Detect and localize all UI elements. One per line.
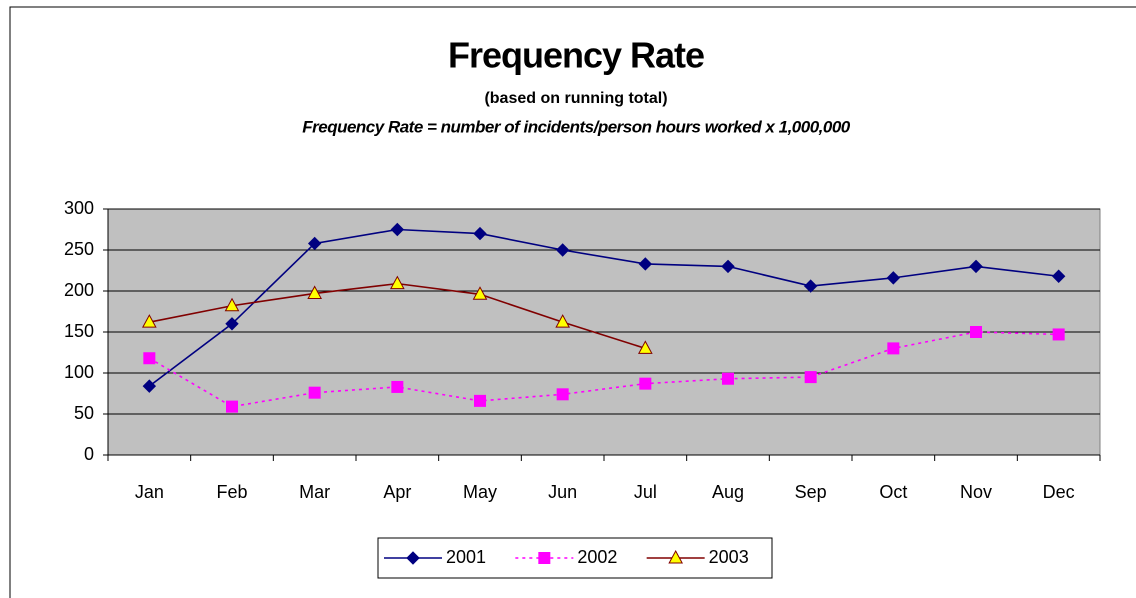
legend-marker bbox=[406, 551, 420, 565]
x-tick-label: Sep bbox=[795, 482, 827, 502]
data-point bbox=[142, 379, 157, 393]
data-point bbox=[1051, 269, 1066, 283]
data-point bbox=[307, 285, 323, 299]
legend-label: 2003 bbox=[709, 547, 749, 567]
data-point bbox=[472, 286, 488, 300]
data-point bbox=[970, 326, 982, 338]
data-point bbox=[474, 394, 486, 407]
annotation: Frequency Rate = number of incidents/per… bbox=[302, 117, 851, 136]
data-point bbox=[224, 297, 240, 312]
data-point bbox=[637, 340, 653, 354]
x-tick-label: May bbox=[463, 482, 497, 502]
data-point bbox=[887, 342, 900, 355]
y-tick-label: 150 bbox=[64, 321, 94, 341]
data-point bbox=[143, 352, 156, 365]
y-tick-label: 250 bbox=[64, 239, 94, 259]
x-tick-label: Apr bbox=[383, 482, 411, 502]
data-point bbox=[804, 371, 817, 384]
data-point bbox=[307, 236, 322, 251]
chart-title: Frequency Rate bbox=[448, 35, 704, 76]
legend-marker bbox=[538, 552, 551, 564]
data-point bbox=[555, 314, 571, 328]
legend bbox=[377, 537, 773, 579]
data-point bbox=[226, 400, 238, 413]
x-tick-label: Aug bbox=[712, 482, 744, 502]
data-point bbox=[721, 259, 735, 274]
chart-subtitle: (based on running total) bbox=[484, 90, 667, 107]
x-tick-label: Feb bbox=[216, 482, 247, 502]
data-point bbox=[638, 257, 653, 271]
data-point bbox=[803, 279, 818, 293]
data-point bbox=[639, 377, 652, 390]
data-point bbox=[141, 314, 157, 328]
x-tick-label: Oct bbox=[879, 482, 907, 502]
y-tick-label: 200 bbox=[64, 280, 94, 300]
data-point bbox=[1052, 328, 1065, 341]
data-point bbox=[886, 271, 901, 285]
y-tick-label: 0 bbox=[84, 444, 94, 464]
data-point bbox=[969, 259, 983, 274]
series-line bbox=[148, 228, 1059, 387]
y-tick-label: 50 bbox=[74, 403, 94, 423]
x-tick-label: Jan bbox=[135, 482, 164, 502]
data-point bbox=[389, 275, 405, 290]
data-point bbox=[556, 388, 569, 401]
x-tick-label: Dec bbox=[1043, 482, 1075, 502]
x-tick-label: Jul bbox=[634, 482, 657, 502]
data-point bbox=[555, 243, 570, 257]
legend-marker bbox=[668, 549, 684, 564]
legend-label: 2001 bbox=[446, 547, 486, 567]
data-point bbox=[390, 222, 405, 237]
data-point bbox=[308, 386, 321, 399]
data-point bbox=[391, 380, 404, 393]
data-point bbox=[473, 226, 487, 241]
x-tick-label: Mar bbox=[299, 482, 330, 502]
data-point bbox=[722, 372, 734, 385]
x-tick-label: Jun bbox=[548, 482, 577, 502]
legend-label: 2002 bbox=[577, 547, 617, 567]
series-line bbox=[148, 331, 1059, 408]
y-tick-label: 300 bbox=[64, 198, 94, 218]
data-point bbox=[225, 317, 239, 331]
x-tick-label: Nov bbox=[960, 482, 992, 502]
y-tick-label: 100 bbox=[64, 362, 94, 382]
